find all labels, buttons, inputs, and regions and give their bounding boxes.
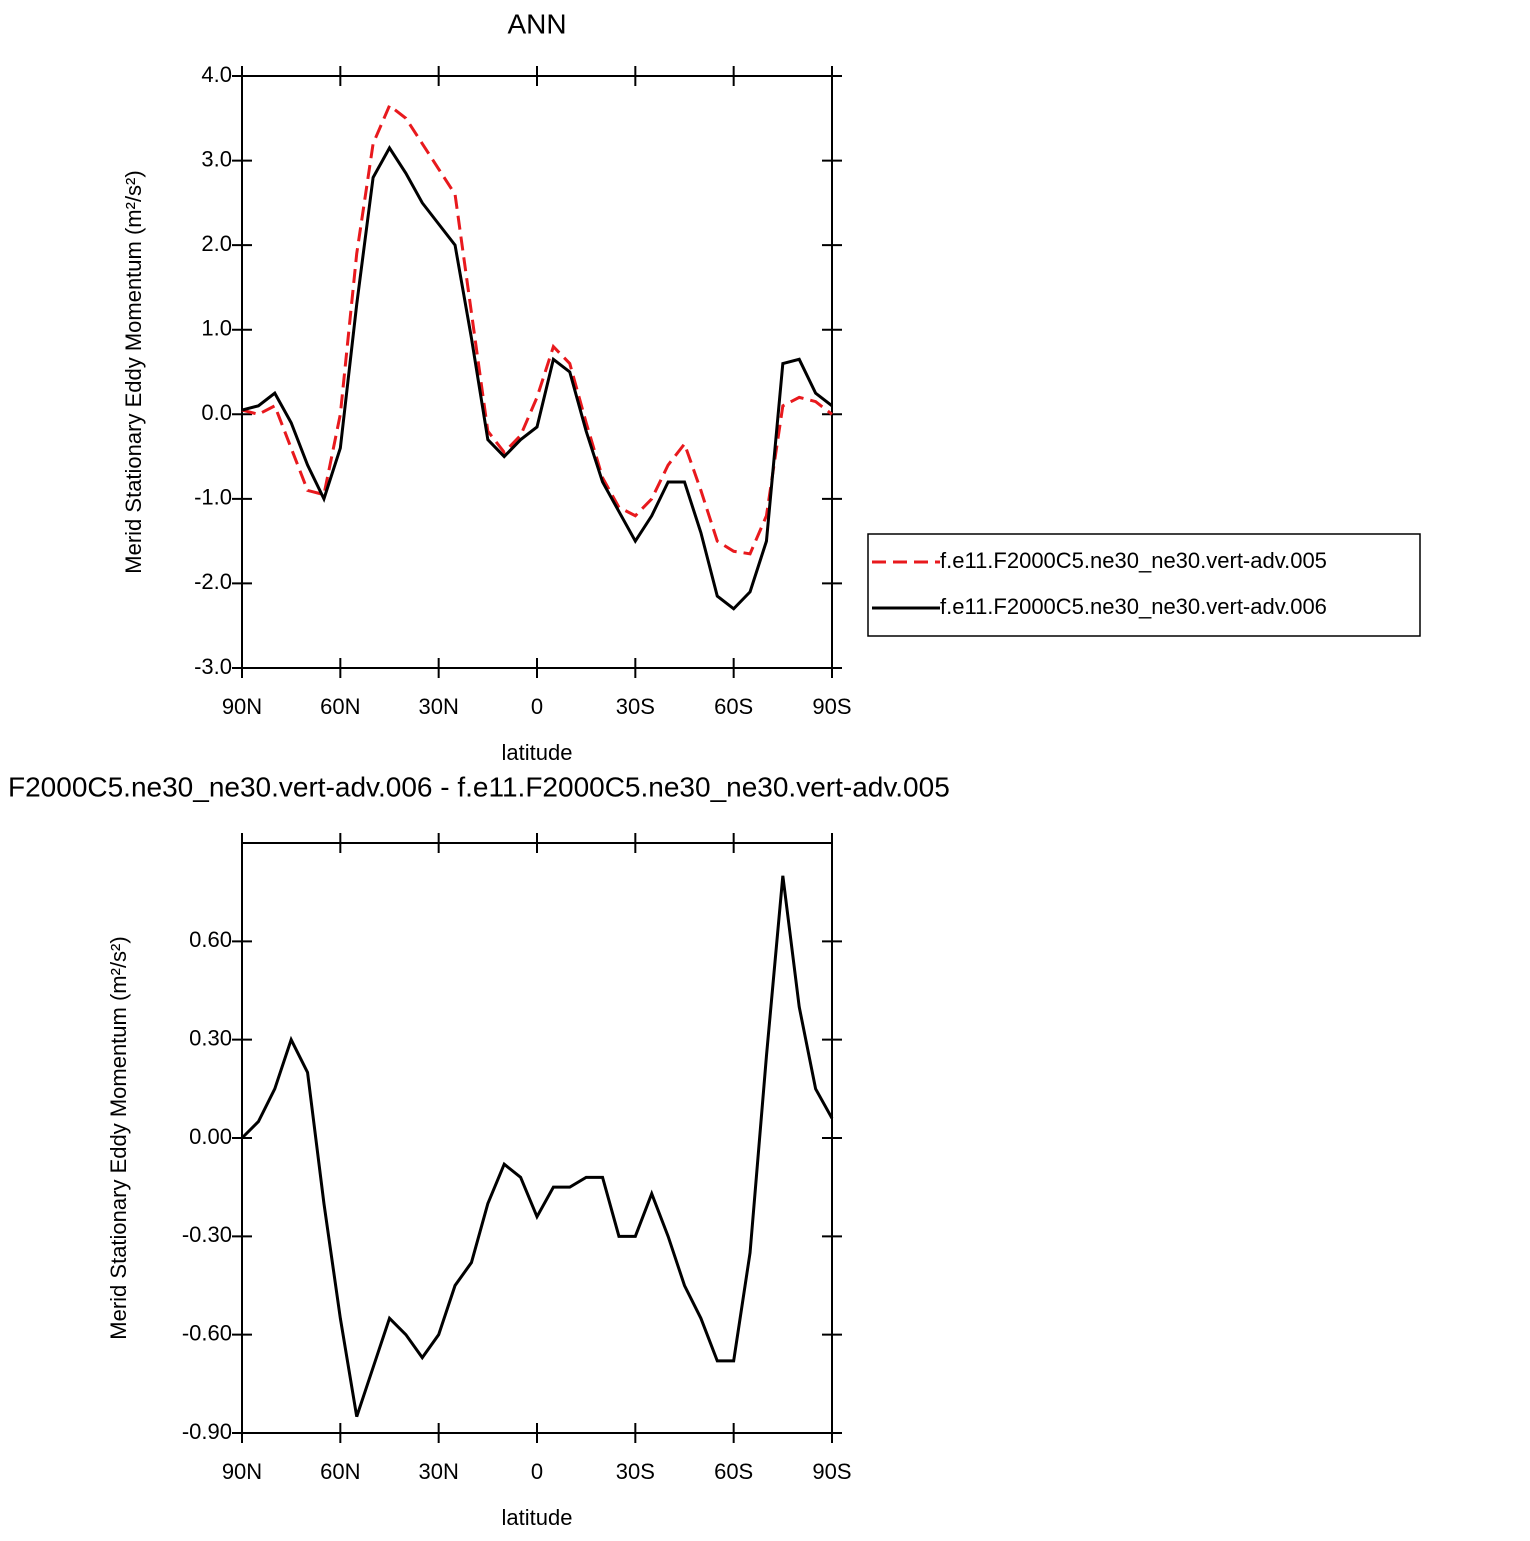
plot-frame [241,75,833,669]
x-tick-label: 60N [320,694,360,719]
y-axis-label: Merid Stationary Eddy Momentum (m²/s²) [106,936,131,1339]
x-tick-label: 60S [714,694,753,719]
data-line [241,103,833,556]
legend-label: f.e11.F2000C5.ne30_ne30.vert-adv.005 [940,548,1327,573]
plot-frame [241,842,833,1434]
x-tick-label: 60S [714,1459,753,1484]
y-tick-label: 2.0 [201,231,232,256]
x-tick-label: 90S [812,1459,851,1484]
x-tick-label: 90N [222,1459,262,1484]
legend-label: f.e11.F2000C5.ne30_ne30.vert-adv.006 [940,594,1327,619]
chart-title: F2000C5.ne30_ne30.vert-adv.006 - f.e11.F… [8,771,950,802]
y-tick-label: 1.0 [201,316,232,341]
x-axis-label: latitude [502,740,573,765]
x-tick-label: 30N [418,1459,458,1484]
legend-frame [867,533,1421,637]
x-tick-label: 0 [531,1459,543,1484]
y-tick-label: -2.0 [194,569,232,594]
y-tick-label: 0.0 [201,400,232,425]
y-tick-label: 0.60 [189,927,232,952]
chart-title: ANN [507,8,566,39]
y-tick-label: -1.0 [194,485,232,510]
y-tick-label: 3.0 [201,146,232,171]
x-tick-label: 30N [418,694,458,719]
data-line [240,875,834,1418]
y-tick-label: 0.30 [189,1025,232,1050]
y-tick-label: 4.0 [201,62,232,87]
x-axis-label: latitude [502,1505,573,1530]
y-tick-label: -0.90 [182,1419,232,1444]
data-line [241,144,833,611]
x-tick-label: 30S [616,1459,655,1484]
x-tick-label: 90N [222,694,262,719]
y-tick-label: -0.60 [182,1320,232,1345]
y-axis-label: Merid Stationary Eddy Momentum (m²/s²) [121,170,146,573]
y-tick-label: 0.00 [189,1124,232,1149]
x-tick-label: 90S [812,694,851,719]
y-tick-label: -0.30 [182,1222,232,1247]
x-tick-label: 30S [616,694,655,719]
y-tick-label: -3.0 [194,654,232,679]
x-tick-label: 60N [320,1459,360,1484]
x-tick-label: 0 [531,694,543,719]
